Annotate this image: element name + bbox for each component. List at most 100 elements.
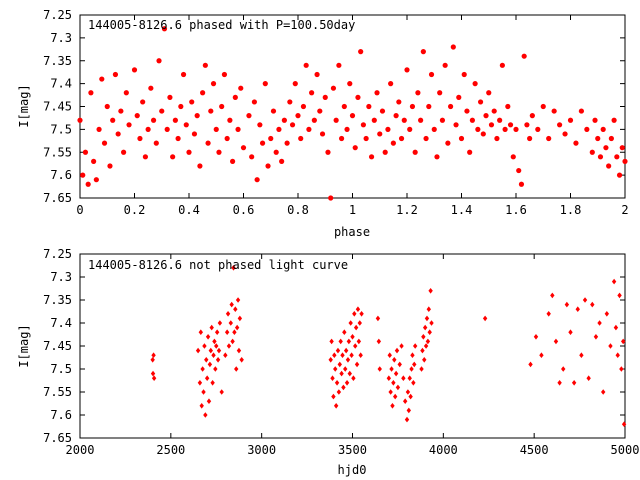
unphased-data-point: [234, 324, 240, 331]
phased-data-point: [257, 122, 263, 128]
unphased-data-point: [397, 361, 402, 368]
unphased-data-point: [399, 343, 404, 349]
unphased-data-point: [376, 338, 382, 345]
phased-data-point: [300, 103, 307, 110]
unphased-data-point: [356, 338, 362, 345]
unphased-data-point: [210, 380, 215, 386]
unphased-data-point: [350, 334, 355, 340]
phased-data-point: [80, 172, 86, 178]
phased-data-point: [385, 126, 391, 132]
phased-data-point: [382, 149, 388, 155]
phased-data-point: [186, 149, 192, 155]
phased-data-point: [121, 149, 127, 155]
phased-data-point: [306, 126, 312, 132]
unphased-data-point: [619, 366, 624, 372]
unphased-data-point: [582, 297, 588, 303]
unphased-data-point: [426, 306, 431, 312]
phased-data-point: [461, 71, 467, 78]
phased-data-point: [197, 163, 203, 169]
unphased-data-point: [331, 393, 336, 400]
unphased-data-point: [336, 389, 342, 395]
unphased-data-point: [429, 320, 434, 326]
phased-data-point: [336, 62, 342, 68]
phased-data-point: [475, 126, 481, 132]
unphased-data-point: [597, 320, 602, 326]
phased-data-point: [311, 117, 317, 123]
phased-data-point: [77, 117, 83, 123]
unphased-data-point: [151, 375, 157, 381]
phased-data-point: [110, 117, 116, 123]
unphased-data-point: [203, 412, 208, 418]
phased-data-point: [551, 108, 557, 114]
phased-data-point: [371, 117, 377, 123]
phased-data-point: [360, 122, 366, 128]
phased-data-point: [445, 140, 451, 146]
phased-data-point: [240, 145, 247, 151]
phased-data-point: [557, 122, 563, 128]
phased-data-point: [159, 108, 165, 114]
unphased-data-point: [212, 338, 217, 345]
unphased-data-point: [217, 320, 223, 326]
phased-data-point: [227, 117, 233, 123]
phased-data-point: [603, 145, 609, 151]
phased-data-point: [363, 135, 369, 142]
phased-data-point: [401, 117, 407, 123]
phased-y-tick-label: 7.4: [50, 77, 72, 91]
phased-data-point: [123, 90, 129, 96]
phased-data-point: [448, 103, 454, 110]
unphased-data-point: [198, 329, 204, 335]
phased-data-point: [352, 145, 358, 151]
phased-data-point: [281, 117, 287, 123]
unphased-data-point: [528, 361, 533, 368]
phased-data-point: [268, 135, 274, 142]
phased-data-point: [507, 122, 514, 128]
phased-data-point: [150, 117, 157, 123]
phased-data-point: [527, 135, 533, 142]
unphased-data-point: [408, 393, 413, 400]
unphased-data-point: [235, 297, 241, 303]
unphased-data-point: [150, 370, 156, 377]
phased-data-point: [99, 76, 105, 82]
phased-data-point: [319, 131, 326, 137]
phased-data-point: [235, 126, 241, 132]
phased-axis-ticks: 0 0.2 0.4 0.6 0.8 1 1.2 1.4 1.6 1.8 2 7.25 7.3 7.35 7.…: [43, 8, 629, 217]
unphased-data-point: [402, 398, 408, 404]
unphased-data-point: [410, 352, 415, 358]
unphased-data-point: [377, 366, 382, 372]
unphased-data-point: [219, 389, 224, 395]
phased-data-point: [619, 145, 625, 151]
phased-x-tick-label: 1: [349, 203, 356, 217]
unphased-data-point: [345, 357, 351, 363]
unphased-data-point: [533, 334, 539, 340]
phased-data-point: [567, 117, 574, 123]
phased-x-tick-label: 0.2: [124, 203, 146, 217]
phased-data-point: [486, 90, 492, 96]
unphased-data-point: [337, 361, 342, 368]
phased-data-point: [374, 90, 380, 96]
phased-data-point: [469, 117, 475, 123]
unphased-data-point: [209, 324, 214, 331]
phased-data-point: [535, 126, 541, 132]
unphased-data-point: [344, 380, 350, 386]
phased-data-point: [126, 122, 132, 128]
phased-data-point: [200, 90, 206, 96]
unphased-data-point: [202, 343, 207, 349]
unphased-data-point: [392, 393, 398, 400]
unphased-data-point: [197, 380, 203, 386]
unphased-data-point: [195, 347, 201, 354]
unphased-data-point: [206, 398, 212, 404]
unphased-x-tick-label: 3000: [247, 443, 276, 457]
unphased-data-point: [214, 329, 220, 335]
phased-data-point: [140, 99, 146, 105]
phased-data-point: [412, 149, 418, 155]
unphased-data-point: [207, 361, 213, 368]
phased-data-point: [279, 158, 285, 164]
unphased-data-point: [611, 278, 617, 285]
unphased-data-point: [343, 347, 349, 354]
unphased-data-point: [333, 403, 339, 409]
phased-data-point: [134, 113, 140, 119]
unphased-data-point: [412, 343, 418, 349]
phased-data-point: [518, 181, 525, 187]
phased-x-tick-label: 0.4: [178, 203, 200, 217]
unphased-data-point: [550, 292, 555, 299]
